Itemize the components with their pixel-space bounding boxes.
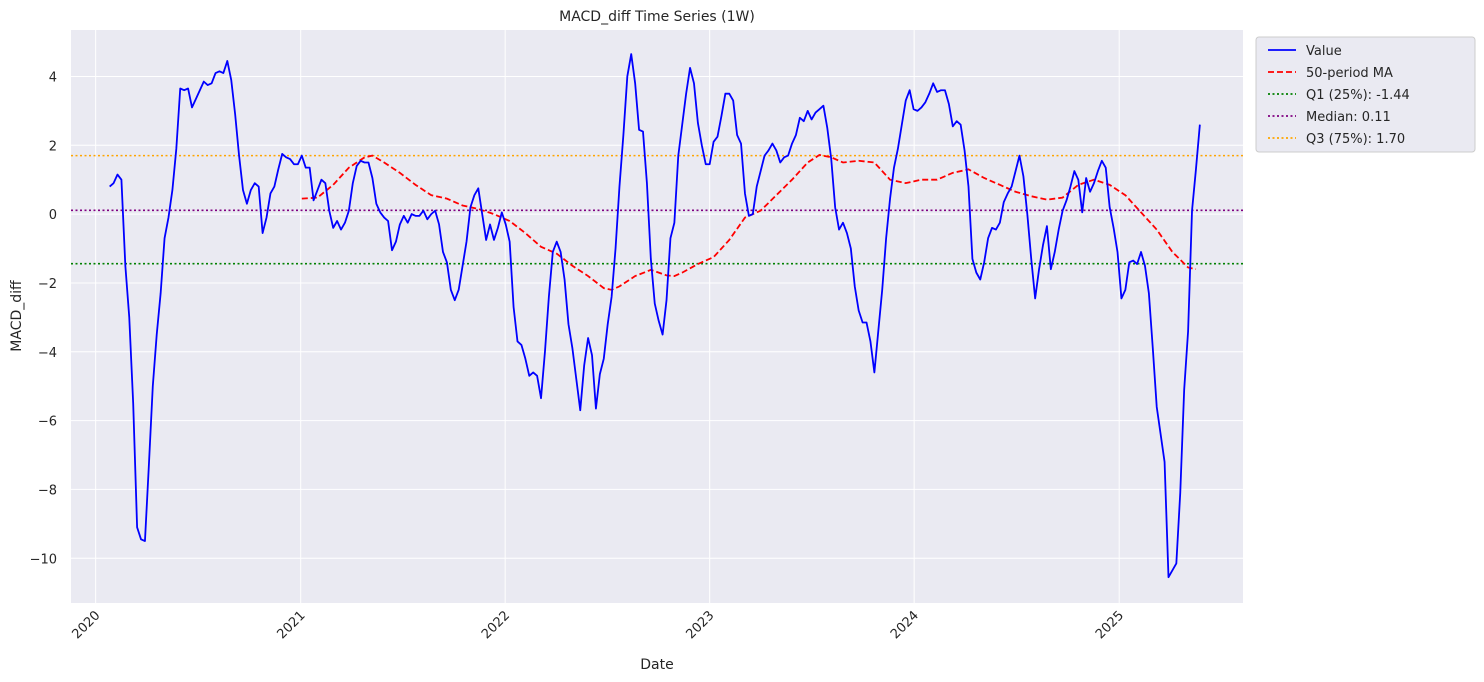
reference-lines [71,154,1243,265]
legend-label-median: Median: 0.11 [1306,110,1391,125]
y-tick-label: 0 [49,208,57,223]
y-axis-label: MACD_diff [9,280,25,352]
x-axis-label: Date [640,657,673,673]
y-tick-label: −2 [38,277,57,292]
legend-label-q1: Q1 (25%): -1.44 [1306,88,1410,103]
y-tick-label: −6 [38,415,57,430]
legend-box [1255,36,1476,153]
y-tick-label: −4 [38,346,57,361]
legend: Value 50-period MA Q1 (25%): -1.44 Media… [1255,36,1476,153]
y-tick-label: 2 [49,139,57,154]
value-series-line [109,53,1201,579]
y-tick-label: −8 [38,483,57,498]
y-tick-labels: −10 −8 −6 −4 −2 0 2 4 [30,70,57,567]
y-tick-label: −10 [30,552,57,567]
legend-label-ma: 50-period MA [1306,66,1393,81]
ma-series-line [301,153,1197,291]
legend-label-value: Value [1306,44,1342,59]
y-tick-label: 4 [49,70,57,85]
legend-label-q3: Q3 (75%): 1.70 [1306,132,1405,147]
chart-title: MACD_diff Time Series (1W) [559,9,755,25]
series-lines [109,53,1201,579]
